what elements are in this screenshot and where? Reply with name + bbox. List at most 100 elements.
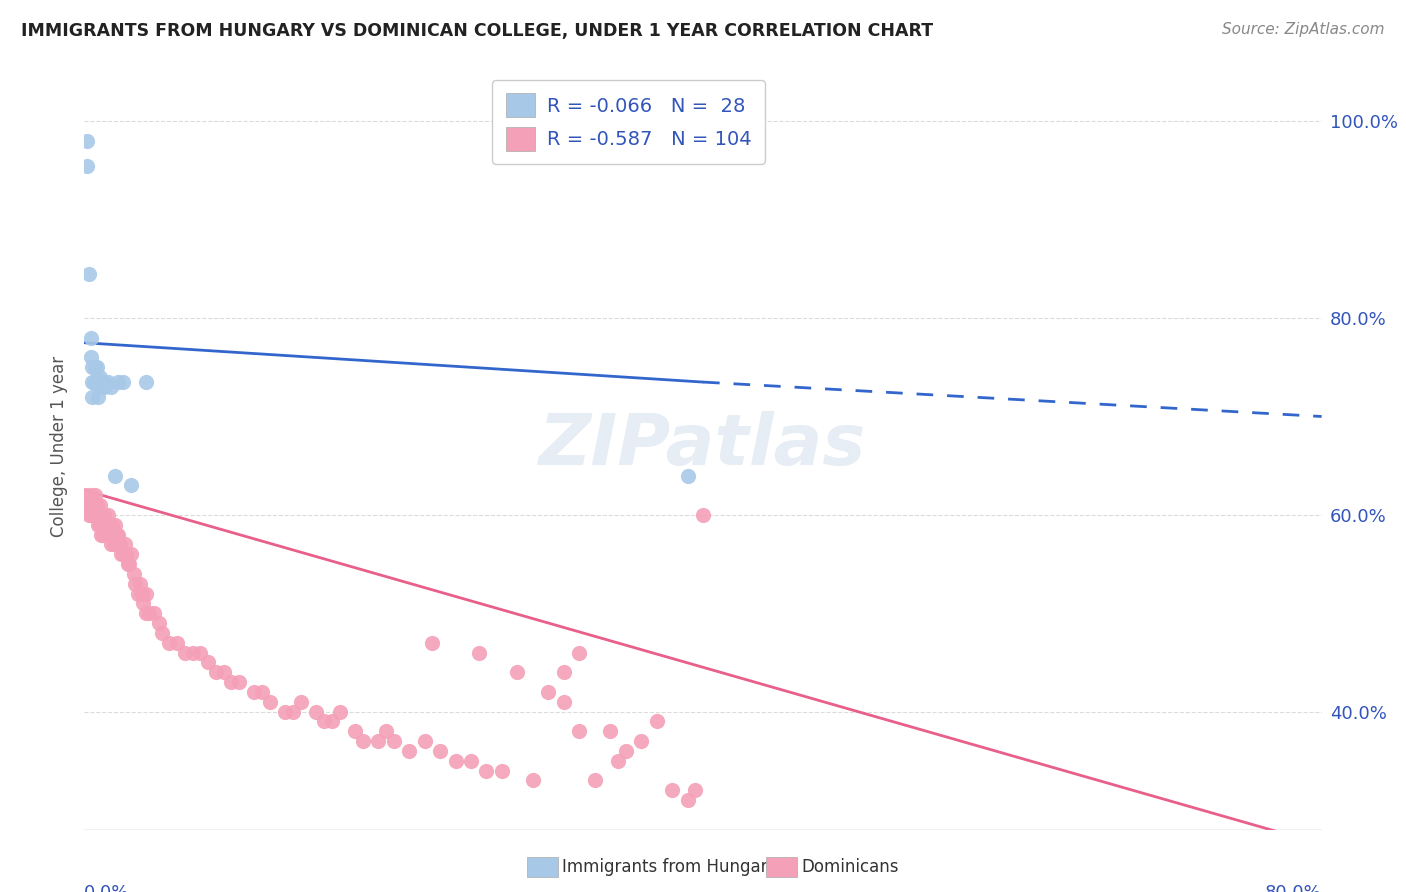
Point [159,636,180,650]
Point [467,646,491,660]
Point [630,734,652,748]
Text: IMMIGRANTS FROM HUNGARY VS DOMINICAN COLLEGE, UNDER 1 YEAR CORRELATION CHART: IMMIGRANTS FROM HUNGARY VS DOMINICAN COL… [21,22,934,40]
Point [77,498,100,512]
Point [90,375,112,389]
Point [243,685,266,699]
Point [83,375,105,389]
Point [181,646,204,660]
Point [89,380,111,394]
Point [79,351,101,365]
Point [645,714,668,729]
Point [460,754,482,768]
Text: 80.0%: 80.0% [1265,884,1322,892]
Point [374,724,398,739]
Point [91,380,114,394]
Point [382,734,405,748]
Text: Dominicans: Dominicans [801,858,898,876]
Point [599,724,621,739]
Point [148,615,170,630]
Point [98,527,121,541]
Point [250,685,273,699]
Point [87,517,110,532]
Legend: R = -0.066   N =  28, R = -0.587   N = 104: R = -0.066 N = 28, R = -0.587 N = 104 [492,79,765,164]
Point [89,498,111,512]
Point [84,360,107,375]
Point [76,159,98,173]
Point [129,576,152,591]
Point [661,783,683,797]
Point [120,547,142,561]
Point [83,498,105,512]
Point [676,793,699,807]
Point [197,656,219,670]
Point [475,764,498,778]
Point [100,380,122,394]
Point [79,488,101,502]
Point [367,734,389,748]
Point [281,705,305,719]
Point [112,547,135,561]
Point [104,517,127,532]
Point [150,625,173,640]
Point [101,517,124,532]
Point [135,606,157,620]
Point [79,331,101,345]
Point [82,390,104,404]
Point [174,646,197,660]
Text: ZIPatlas: ZIPatlas [540,411,866,481]
Point [259,695,281,709]
Point [614,744,637,758]
Point [89,517,111,532]
Point [138,606,160,620]
Point [87,390,110,404]
Point [506,665,529,680]
Point [96,517,118,532]
Point [676,468,699,483]
Point [143,606,166,620]
Point [76,134,98,148]
Point [422,636,444,650]
Point [90,508,112,522]
Point [568,646,591,660]
Point [321,714,343,729]
Point [86,498,108,512]
Point [205,665,228,680]
Point [90,527,112,541]
Point [75,488,97,502]
Point [103,537,125,551]
Point [429,744,451,758]
Y-axis label: College, Under 1 year: College, Under 1 year [51,355,69,537]
Point [124,576,146,591]
Point [135,375,157,389]
Point [274,705,297,719]
Point [105,527,128,541]
Point [135,586,157,600]
Point [188,646,211,660]
Point [352,734,374,748]
Point [553,695,575,709]
Point [82,360,104,375]
Point [212,665,235,680]
Point [86,375,108,389]
Point [132,596,155,610]
Point [568,724,591,739]
Point [107,527,129,541]
Point [228,675,250,690]
Point [343,724,366,739]
Point [86,360,108,375]
Point [115,547,138,561]
Point [685,783,707,797]
Point [79,508,101,522]
Text: Source: ZipAtlas.com: Source: ZipAtlas.com [1222,22,1385,37]
Point [120,478,142,492]
Point [91,517,114,532]
Point [94,517,117,532]
Point [108,537,131,551]
Point [166,636,188,650]
Point [84,375,107,389]
Point [127,586,149,600]
Point [305,705,328,719]
Point [82,508,104,522]
Point [93,380,115,394]
Point [84,488,107,502]
